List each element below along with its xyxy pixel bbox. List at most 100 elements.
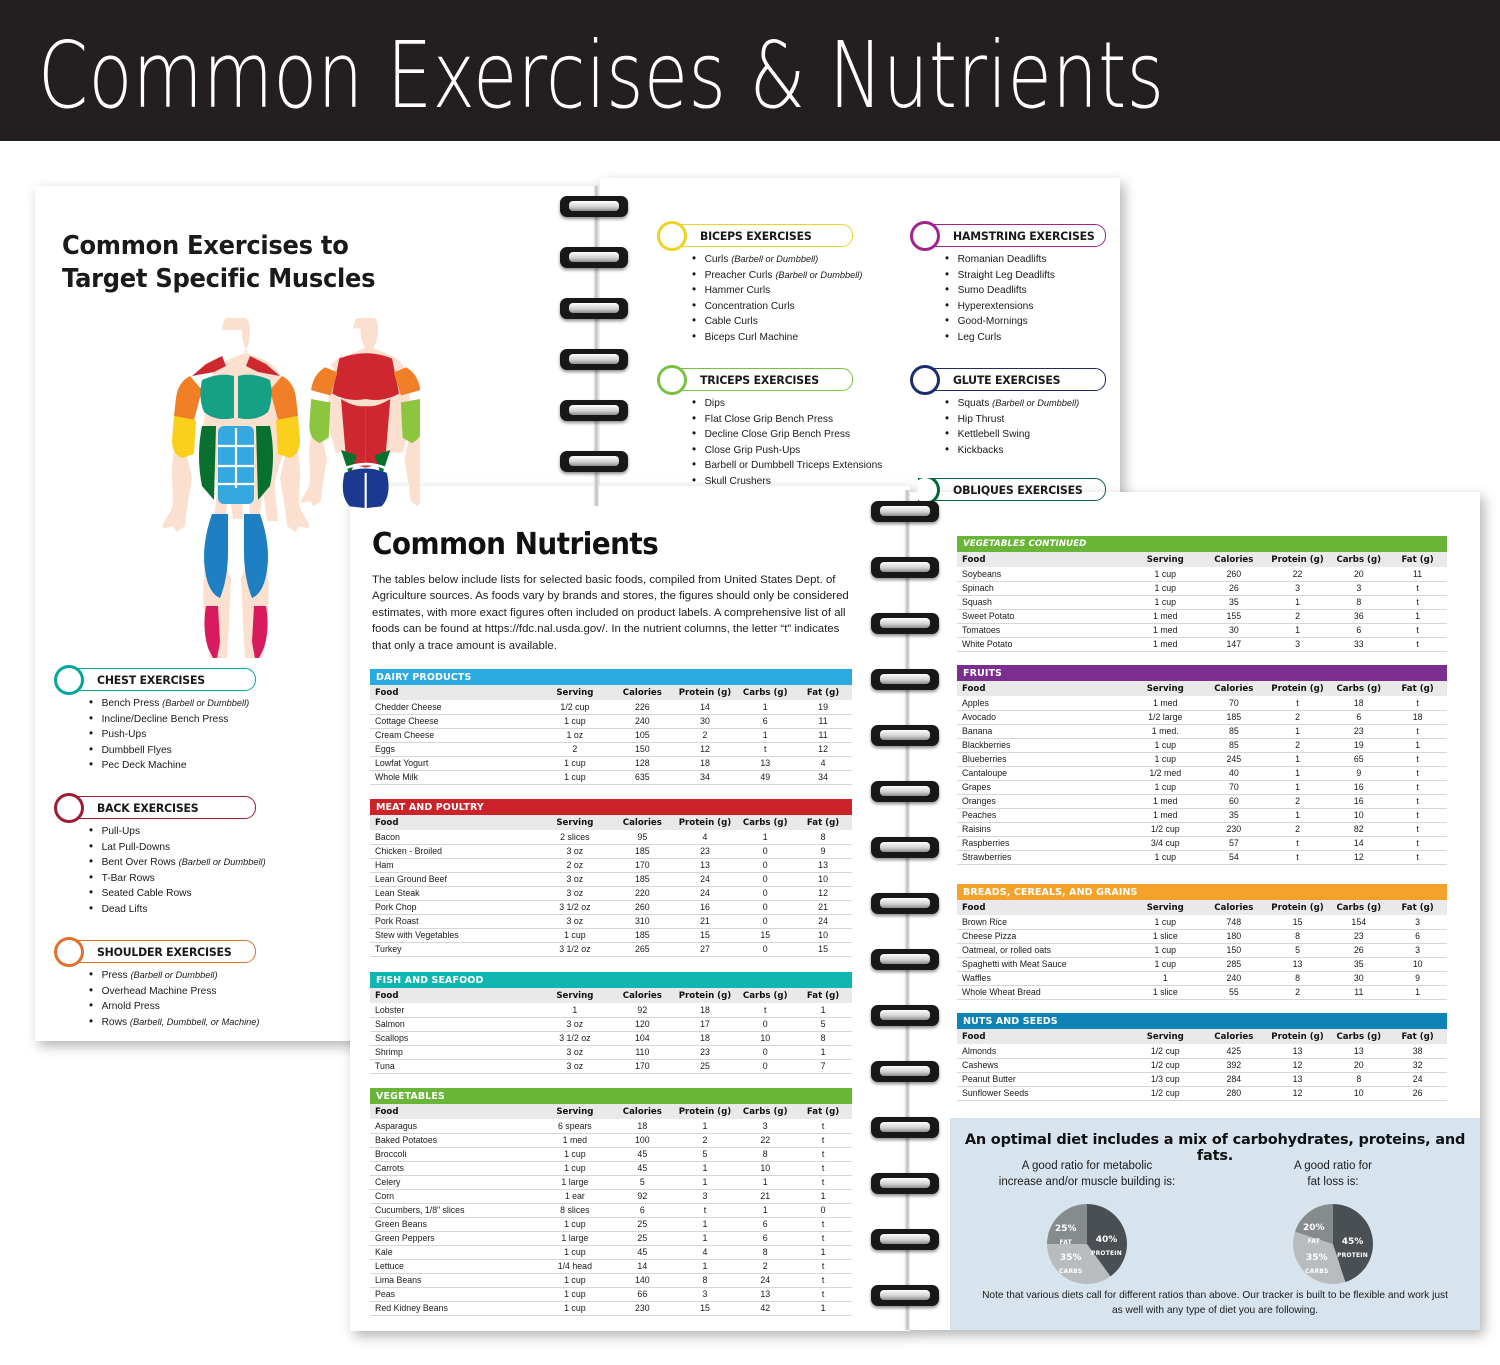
table-row: Peas 1 cup 66 3 13 t (370, 1287, 852, 1302)
table-cell: 33 (1329, 637, 1389, 652)
column-header: Fat (g) (1388, 681, 1447, 696)
table-cell: 1 (673, 1119, 737, 1134)
table-cell: 1 (1128, 971, 1202, 986)
table-cell: 12 (794, 886, 852, 901)
table-cell: 3 oz (538, 1017, 611, 1032)
table-cell: 1 (794, 1301, 852, 1316)
table-cell: Stew with Vegetables (370, 928, 539, 943)
list-item: Push-Ups (88, 726, 251, 743)
table-cell: 1 (736, 700, 795, 715)
table-row: Almonds 1/2 cup 425 13 13 38 (957, 1044, 1447, 1059)
table-cell: 25 (611, 1217, 674, 1232)
table-cell: 1 cup (538, 1301, 611, 1316)
table-cell: 49 (736, 770, 795, 785)
table-cell: 1/2 cup (1128, 1086, 1202, 1101)
exercises-notebook-spine (593, 186, 599, 506)
table-row: Cream Cheese 1 oz 105 2 1 11 (370, 728, 852, 743)
table-cell: 6 (1329, 710, 1389, 725)
list-item: Dips (691, 395, 848, 412)
pie-chart-muscle-building: 40% PROTEIN 35% CARBS 25% FAT (1047, 1204, 1127, 1284)
column-header: Fat (g) (1388, 552, 1447, 567)
pie-shape (1047, 1204, 1127, 1284)
list-item: Cable Curls (691, 313, 848, 330)
table-cell: 23 (673, 844, 737, 859)
table-cell: t (736, 1003, 795, 1018)
exercise-group-header[interactable]: BICEPS EXERCISES (657, 221, 853, 251)
table-cell: 6 (736, 714, 795, 729)
table-cell: Brown Rice (957, 915, 1129, 930)
column-header: Serving (1128, 900, 1202, 915)
table-cell: 2 (1265, 985, 1330, 1000)
table-cell: 13 (1265, 1072, 1330, 1087)
column-header: Serving (538, 988, 611, 1003)
column-header: Fat (g) (794, 685, 852, 700)
table-cell: 150 (1202, 943, 1266, 958)
table-cell: 11 (794, 714, 852, 729)
nutrient-table: Food Serving Calories Protein (g) Carbs … (370, 685, 852, 785)
column-header: Carbs (g) (736, 988, 795, 1003)
exercise-group-header[interactable]: GLUTE EXERCISES (910, 365, 1106, 395)
table-cell: 1 (1265, 595, 1330, 610)
exercise-group-triceps: TRICEPS EXERCISES Dips Flat Close Grip B… (657, 365, 882, 489)
exercise-group-header[interactable]: BACK EXERCISES (54, 793, 256, 823)
column-header: Food (370, 815, 539, 830)
column-header: Carbs (g) (1329, 1029, 1389, 1044)
table-cell: 7 (794, 1059, 852, 1074)
exercise-group-header[interactable]: TRICEPS EXERCISES (657, 365, 853, 395)
nutrient-table: Food Serving Calories Protein (g) Carbs … (957, 1029, 1447, 1101)
table-row: Whole Milk 1 cup 635 34 49 34 (370, 770, 852, 785)
table-cell: 1 (736, 830, 795, 845)
table-cell: 1 (673, 1259, 737, 1274)
table-cell: 185 (1202, 710, 1266, 725)
table-cell: Almonds (957, 1044, 1129, 1059)
binder-ring (871, 893, 939, 914)
column-header: Fat (g) (794, 815, 852, 830)
table-category-header: NUTS AND SEEDS (957, 1013, 1447, 1029)
table-row: Peanut Butter 1/3 cup 284 13 8 24 (957, 1072, 1447, 1087)
table-row: Cashews 1/2 cup 392 12 20 32 (957, 1058, 1447, 1073)
table-cell: 1 (673, 1161, 737, 1176)
list-item: Preacher Curls (Barbell or Dumbbell) (691, 267, 862, 284)
table-cell: 8 (673, 1273, 737, 1288)
column-header: Fat (g) (1388, 900, 1447, 915)
list-item: Hammer Curls (691, 282, 848, 299)
table-dairy-products: DAIRY PRODUCTS Food Serving Calories Pro… (370, 669, 852, 785)
exercise-group-header[interactable]: OBLIQUES EXERCISES (918, 478, 1106, 505)
exercise-group-title: HAMSTRING EXERCISES (953, 228, 1095, 243)
table-cell: 13 (1265, 957, 1330, 972)
pie-label-protein: 45% PROTEIN (1337, 1237, 1368, 1260)
exercise-group-header[interactable]: SHOULDER EXERCISES (54, 937, 256, 967)
table-cell: 170 (611, 858, 674, 873)
diet-panel-note: Note that various diets call for differe… (982, 1290, 1448, 1316)
table-cell: 1 med (1128, 637, 1202, 652)
table-cell: Broccoli (370, 1147, 539, 1162)
table-cell: Green Beans (370, 1217, 539, 1232)
table-cell: 1 cup (1128, 850, 1202, 865)
table-cell: 26 (1329, 943, 1389, 958)
table-cell: 13 (673, 858, 737, 873)
table-cell: 27 (673, 942, 737, 957)
table-row: Tomatoes 1 med 30 1 6 t (957, 623, 1447, 638)
table-row: Lobster 1 92 18 t 1 (370, 1003, 852, 1018)
table-cell: 1 cup (1128, 595, 1202, 610)
exercise-group-header[interactable]: CHEST EXERCISES (54, 665, 256, 695)
table-row: Eggs 2 150 12 t 12 (370, 742, 852, 757)
exercise-group-shoulder: SHOULDER EXERCISES Press (Barbell or Dum… (54, 937, 259, 1030)
nutrient-table: Food Serving Calories Protein (g) Carbs … (957, 681, 1447, 865)
table-cell: 8 (1329, 1072, 1389, 1087)
table-cell: 1 (1388, 738, 1447, 753)
table-cell: 0 (794, 1203, 852, 1218)
binder-ring (871, 1229, 939, 1250)
muscle-anatomy-diagram (162, 318, 420, 658)
table-cell: 0 (736, 844, 795, 859)
exercise-list: Curls (Barbell or Dumbbell) Preacher Cur… (691, 251, 862, 345)
table-cell: t (794, 1119, 852, 1134)
table-cell: 15 (673, 928, 737, 943)
list-item: Arnold Press (88, 998, 251, 1015)
column-header: Calories (1202, 681, 1266, 696)
table-cell: 1 (794, 1245, 852, 1260)
table-cell: 1 (1388, 985, 1447, 1000)
table-cell: 3 1/2 oz (538, 1031, 611, 1046)
exercise-group-header[interactable]: HAMSTRING EXERCISES (910, 221, 1106, 251)
table-row: Lettuce 1/4 head 14 1 2 t (370, 1259, 852, 1274)
